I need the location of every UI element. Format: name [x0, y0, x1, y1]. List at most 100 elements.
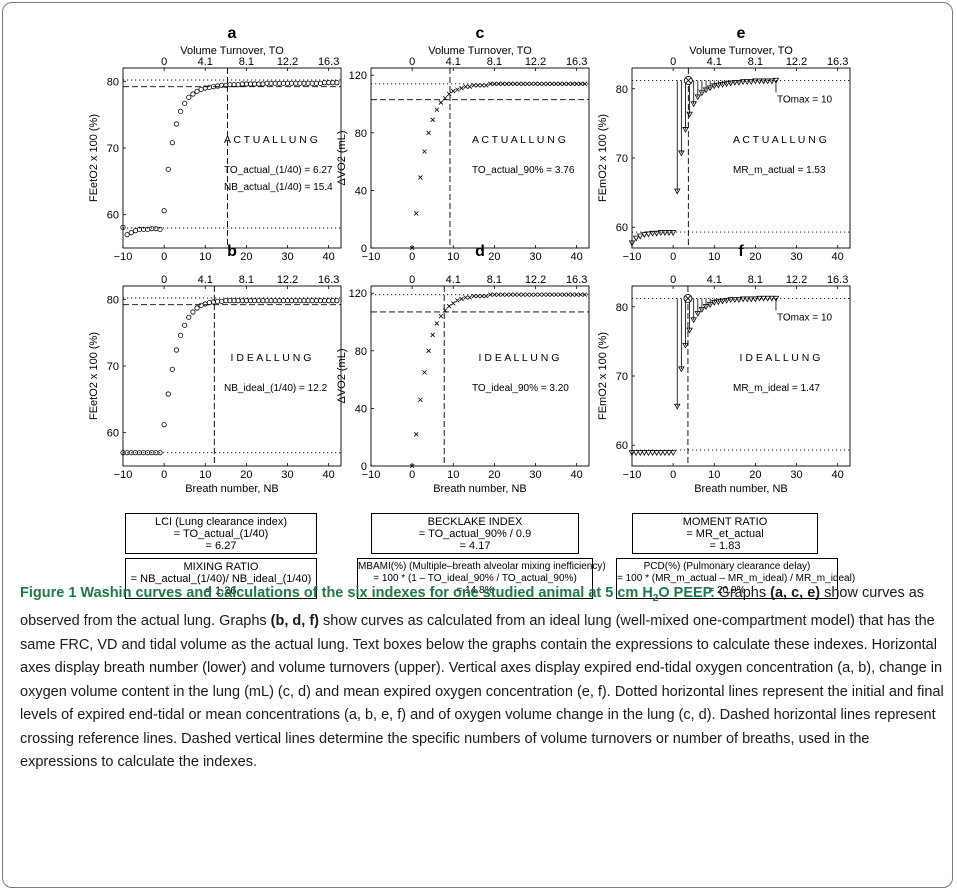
y-tick-label: 70	[107, 361, 119, 373]
panel-title-e: e	[737, 25, 746, 42]
top-tick-label: 4.1	[198, 56, 213, 68]
moment-marker-cross	[685, 295, 691, 302]
data-point	[743, 296, 751, 303]
lung-label: I D E A L L U N G	[479, 352, 560, 364]
data-point	[504, 292, 510, 297]
top-axis-label-e: Volume Turnover, TO	[689, 45, 793, 57]
bottom-tick-label: 0	[409, 251, 415, 263]
data-point	[665, 230, 673, 236]
data-point	[641, 232, 648, 239]
y-tick-label: 40	[355, 185, 367, 197]
data-point	[764, 78, 772, 85]
data-point	[512, 81, 518, 87]
data-point	[582, 81, 588, 87]
panel-title-f: f	[738, 243, 744, 260]
data-point	[541, 292, 547, 297]
data-point	[533, 81, 538, 87]
data-point	[578, 292, 584, 297]
data-point	[739, 79, 747, 86]
y-tick-label: 60	[107, 210, 119, 222]
pcd-box-line: PCD(%) (Pulmonary clearance delay)	[643, 560, 811, 572]
moment-box-line: = 1.83	[709, 539, 741, 552]
bottom-tick-label: −10	[623, 469, 642, 481]
data-point	[562, 81, 567, 87]
moment-box-line: = MR_et_actual	[686, 527, 764, 540]
panel-a: a Volume Turnover, TO 0 4.1 8.1 12.2 16.3 −10 0 1…	[88, 25, 342, 263]
pcd-box-line: = 20.9%	[708, 584, 746, 596]
data-point	[467, 84, 472, 90]
data-point	[471, 82, 477, 88]
bottom-tick-label: 0	[161, 469, 167, 481]
data-point	[500, 292, 505, 297]
data-point	[475, 82, 481, 88]
data-point	[566, 81, 571, 87]
data-point	[177, 332, 184, 338]
caption-bold-ref: (a, c, e)	[770, 585, 821, 601]
caption-title-text: Figure 1 Washin curves and calculations …	[20, 585, 653, 601]
data-point	[413, 211, 419, 216]
top-tick-label: 4.1	[707, 274, 722, 286]
y-tick-label: 60	[107, 428, 119, 440]
lci-box: LCI (Lung clearance index) = TO_actual_(…	[125, 513, 317, 554]
data-point	[161, 422, 167, 428]
data-point	[566, 292, 571, 297]
data-point	[698, 90, 706, 97]
y-tick-label: 120	[349, 70, 367, 82]
y-axis-label-e: FEmO2 x 100 (%)	[597, 114, 609, 202]
top-tick-label: 12.2	[786, 274, 807, 286]
data-point	[760, 78, 767, 85]
top-tick-label: 4.1	[446, 274, 461, 286]
caption-text: show curves as observed from the actual …	[20, 585, 925, 630]
caption-title: Figure 1 Washin curves and calculations …	[20, 585, 715, 604]
data-point	[582, 292, 588, 297]
data-point	[756, 295, 763, 302]
data-point	[206, 84, 212, 90]
figure-caption: Figure 1 Washin curves and calculations …	[20, 582, 945, 775]
data-point	[525, 81, 530, 87]
caption-text: show curves as calculated from an ideal …	[20, 613, 944, 771]
data-point	[645, 231, 652, 238]
y-tick-label: 60	[616, 222, 628, 234]
data-point	[438, 100, 444, 105]
data-point	[488, 292, 493, 297]
data-point	[422, 370, 427, 375]
data-point	[450, 300, 456, 306]
y-axis-label-d: ΔVO2 (mL)	[336, 348, 348, 403]
bottom-tick-label: 40	[323, 251, 335, 263]
bottom-tick-label: 30	[790, 251, 802, 263]
data-point	[686, 327, 693, 334]
data-point	[483, 82, 489, 88]
bottom-tick-label: 40	[832, 251, 844, 263]
data-point	[422, 149, 427, 154]
data-point	[450, 88, 456, 94]
bottom-tick-label: 10	[447, 251, 459, 263]
data-point	[442, 308, 448, 313]
data-point	[430, 332, 435, 338]
data-point	[215, 83, 221, 89]
data-point	[157, 226, 163, 232]
data-point	[686, 111, 693, 118]
data-point	[574, 81, 579, 87]
top-tick-label: 8.1	[239, 56, 254, 68]
y-axis-label-b: FEetO2 x 100 (%)	[88, 332, 100, 420]
data-point	[694, 311, 702, 317]
bottom-tick-label: 10	[199, 469, 211, 481]
data-point	[768, 78, 776, 85]
data-point	[731, 79, 739, 86]
data-point	[636, 450, 644, 457]
y-tick-label: 0	[361, 243, 367, 255]
data-point	[772, 77, 780, 84]
data-point	[549, 292, 555, 297]
index-annotation: MR_m_actual = 1.53	[733, 165, 826, 176]
data-point	[747, 296, 755, 303]
data-point	[182, 100, 188, 106]
index-annotation: NB_ideal_(1/40) = 12.2	[224, 383, 328, 394]
caption-bold-ref: (b, d, f)	[270, 613, 319, 630]
pcd-box-line: = 100 * (MR_m_actual – MR_m_ideal) / MR_…	[617, 572, 856, 584]
data-point	[570, 292, 575, 297]
plot-frame	[370, 67, 590, 249]
mixing-box-line: = 1.26	[205, 584, 237, 597]
data-point	[719, 298, 726, 305]
caption-text: Graphs	[714, 585, 771, 601]
